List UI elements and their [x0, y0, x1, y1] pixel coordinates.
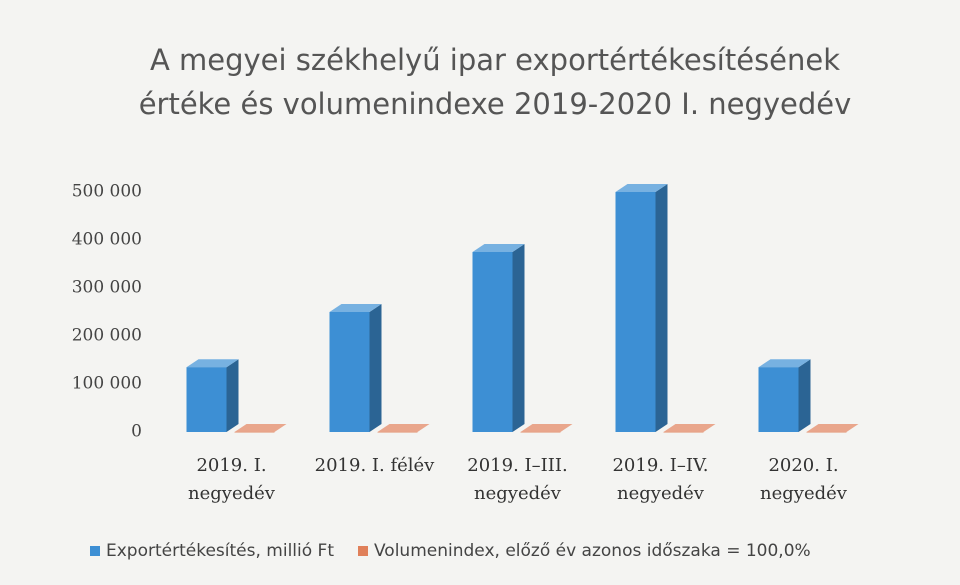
bar-face: [703, 423, 716, 432]
bar-face: [655, 184, 668, 432]
bar: [663, 423, 716, 433]
bar-face: [615, 192, 656, 432]
y-tick-label: 300 000: [72, 278, 142, 298]
bar-face: [520, 423, 573, 432]
bar: [234, 423, 287, 433]
bar: [377, 423, 430, 433]
y-tick-label: 0: [131, 422, 142, 442]
bar-face: [560, 423, 573, 432]
bar-face: [806, 423, 859, 432]
bar-face: [329, 312, 370, 432]
bar-face: [472, 244, 525, 252]
bar-face: [798, 359, 811, 432]
bar-face: [226, 359, 239, 432]
bar-face: [758, 367, 799, 432]
bar-face: [377, 431, 418, 433]
bar: [615, 184, 668, 432]
x-tick-label: 2020. I. negyedév: [760, 455, 847, 504]
y-tick-label: 100 000: [72, 374, 142, 394]
y-tick-label: 200 000: [72, 326, 142, 346]
x-tick-label: 2019. I. negyedév: [188, 455, 275, 504]
bar: [329, 304, 382, 432]
bar-face: [846, 423, 859, 432]
bar-face: [377, 423, 430, 432]
chart-title: A megyei székhelyű ipar exportértékesíté…: [138, 43, 852, 121]
bar-face: [186, 359, 239, 368]
y-tick-label: 500 000: [72, 182, 142, 202]
bar-face: [663, 431, 704, 433]
bar-face: [274, 423, 287, 432]
legend-label: Volumenindex, előző év azonos időszaka =…: [374, 541, 811, 561]
legend-label: Exportértékesítés, millió Ft: [106, 541, 334, 561]
bar-face: [758, 359, 811, 368]
legend-item: Volumenindex, előző év azonos időszaka =…: [358, 541, 811, 561]
bar-face: [663, 423, 716, 432]
bar-face: [329, 304, 382, 312]
bar: [472, 244, 525, 432]
x-tick-label: 2019. I–IV. negyedév: [612, 455, 709, 504]
bar-face: [615, 184, 668, 192]
y-tick-label: 400 000: [72, 230, 142, 250]
bar-face: [512, 244, 525, 432]
bar: [520, 423, 573, 433]
bar-face: [186, 367, 227, 432]
legend-item: Exportértékesítés, millió Ft: [90, 541, 334, 561]
bar-face: [520, 431, 561, 433]
bar: [186, 359, 239, 432]
bar-face: [234, 423, 287, 432]
x-tick-label: 2019. I–III. negyedév: [467, 455, 568, 504]
x-tick-label: 2019. I. félév: [314, 455, 435, 476]
bar-face: [472, 252, 513, 432]
legend-swatch: [358, 546, 368, 556]
legend-swatch: [90, 546, 100, 556]
bar: [758, 359, 811, 432]
bar-face: [369, 304, 382, 432]
bar-face: [417, 423, 430, 432]
bar: [806, 423, 859, 433]
bar-face: [234, 431, 275, 433]
bar-face: [806, 431, 847, 433]
legend: Exportértékesítés, millió Ft Volumenindex…: [90, 541, 811, 561]
